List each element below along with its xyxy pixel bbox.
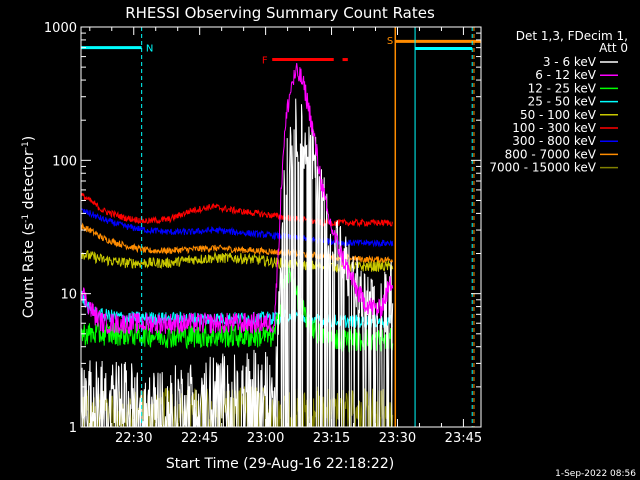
annotation-layer <box>81 27 481 427</box>
legend-label: 25 - 50 keV <box>528 95 597 109</box>
legend-label: 7000 - 15000 keV <box>489 161 596 175</box>
x-tick-label: 23:00 <box>247 431 284 446</box>
y-tick-label: 1000 <box>44 21 77 36</box>
chart-title: RHESSI Observing Summary Count Rates <box>125 4 435 22</box>
annotation-label-f: F <box>262 56 268 67</box>
axis-tick-labels: 22:30 22:45 23:00 23:15 23:30 23:45 1 10 100 1000 <box>44 21 482 446</box>
x-tick-label: 22:30 <box>115 431 152 446</box>
x-tick-label: 22:45 <box>181 431 218 446</box>
y-tick-label: 1 <box>69 421 77 436</box>
legend-label: 800 - 7000 keV <box>505 147 597 161</box>
x-axis-label: Start Time (29-Aug-16 22:18:22) <box>166 456 394 472</box>
legend-label: 12 - 25 keV <box>528 81 597 95</box>
x-tick-label: 23:15 <box>313 431 350 446</box>
legend-label: 6 - 12 keV <box>535 68 597 82</box>
legend-header-line2: Att 0 <box>599 41 628 55</box>
series-line-100-300-kev <box>81 193 394 228</box>
legend-label: 100 - 300 keV <box>512 121 596 135</box>
legend-label: 300 - 800 keV <box>512 134 596 148</box>
y-tick-label: 10 <box>60 288 77 303</box>
series-line-3-6-kev <box>81 98 394 427</box>
series-line-6-12-kev <box>81 63 394 334</box>
timestamp: 1-Sep-2022 08:56 <box>555 469 636 479</box>
annotation-label-s: S <box>387 36 393 47</box>
plot-frame <box>80 26 482 428</box>
legend-label: 3 - 6 keV <box>543 55 597 69</box>
legend-label: 50 - 100 keV <box>520 108 597 122</box>
y-tick-label: 100 <box>52 154 77 169</box>
annotation-labels: N F S <box>146 36 393 67</box>
x-tick-label: 23:30 <box>379 431 416 446</box>
y-axis-label: Count Rate (s-1 detector-1) <box>21 136 37 318</box>
annotation-label-n: N <box>146 44 153 55</box>
legend-header-line1: Det 1,3, FDecim 1, <box>516 29 628 43</box>
x-tick-label: 23:45 <box>445 431 482 446</box>
plot-area <box>81 27 481 427</box>
series-line-12-25-kev <box>81 265 394 353</box>
series-layer <box>81 63 394 427</box>
axis-ticks <box>81 26 481 428</box>
